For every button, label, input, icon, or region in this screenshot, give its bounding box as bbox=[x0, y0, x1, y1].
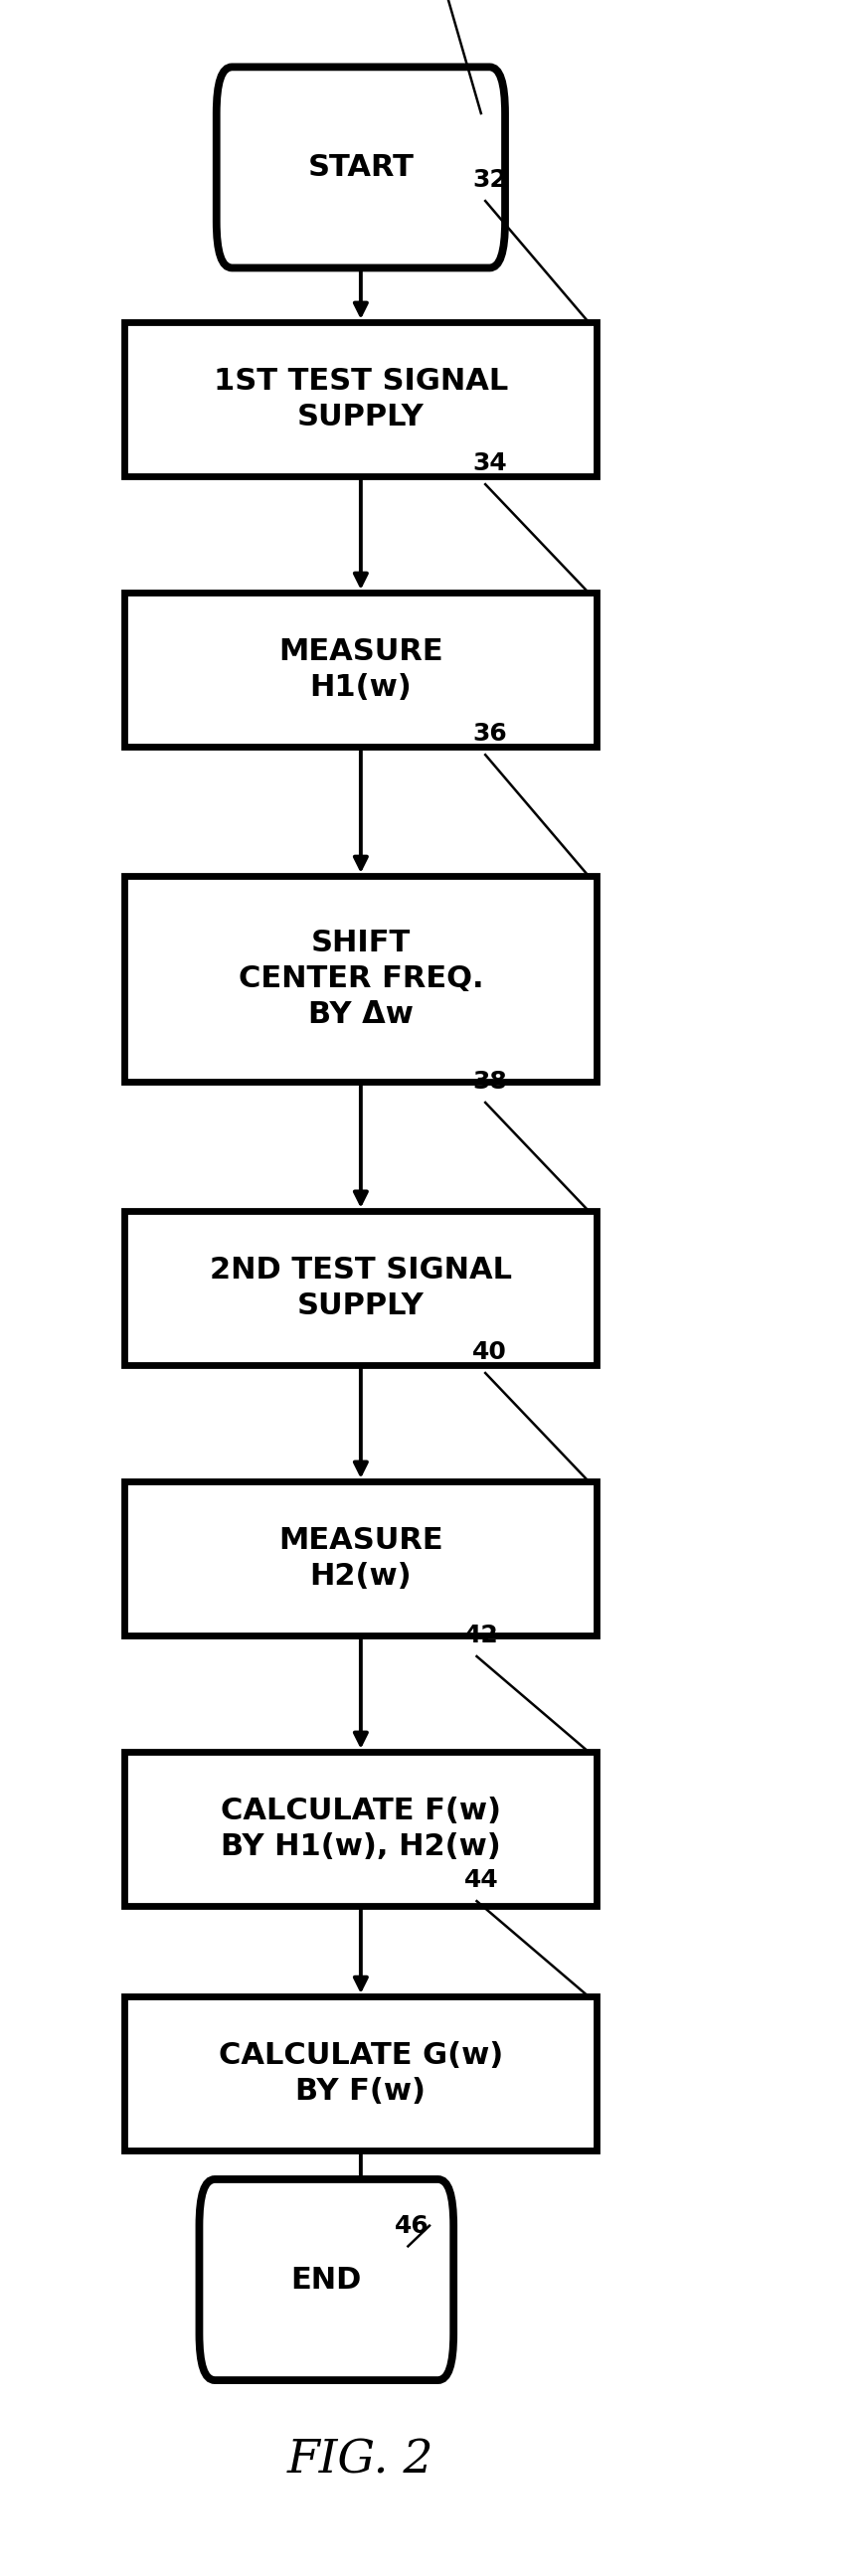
Text: 38: 38 bbox=[472, 1069, 507, 1095]
Text: SHIFT
CENTER FREQ.
BY Δw: SHIFT CENTER FREQ. BY Δw bbox=[238, 930, 484, 1028]
Text: 34: 34 bbox=[472, 451, 507, 477]
Text: 36: 36 bbox=[472, 721, 507, 747]
FancyBboxPatch shape bbox=[216, 67, 505, 268]
Text: 46: 46 bbox=[395, 2213, 430, 2239]
Text: MEASURE
H1(w): MEASURE H1(w) bbox=[278, 636, 443, 703]
Text: CALCULATE F(w)
BY H1(w), H2(w): CALCULATE F(w) BY H1(w), H2(w) bbox=[221, 1795, 501, 1862]
Bar bbox=[125, 1211, 597, 1365]
Text: 1ST TEST SIGNAL
SUPPLY: 1ST TEST SIGNAL SUPPLY bbox=[214, 366, 508, 433]
Bar bbox=[125, 1481, 597, 1636]
Text: 32: 32 bbox=[472, 167, 507, 193]
Text: END: END bbox=[291, 2264, 362, 2295]
Text: 44: 44 bbox=[464, 1868, 498, 1893]
Text: FIG. 2: FIG. 2 bbox=[288, 2437, 434, 2483]
Bar bbox=[125, 1996, 597, 2151]
Text: 40: 40 bbox=[472, 1340, 507, 1365]
Text: CALCULATE G(w)
BY F(w): CALCULATE G(w) BY F(w) bbox=[218, 2040, 503, 2107]
Bar bbox=[125, 1752, 597, 1906]
Bar bbox=[125, 592, 597, 747]
FancyBboxPatch shape bbox=[199, 2179, 454, 2380]
Text: MEASURE
H2(w): MEASURE H2(w) bbox=[278, 1525, 443, 1592]
Text: START: START bbox=[308, 152, 414, 183]
Bar bbox=[125, 322, 597, 477]
Bar bbox=[125, 876, 597, 1082]
Text: 2ND TEST SIGNAL
SUPPLY: 2ND TEST SIGNAL SUPPLY bbox=[210, 1255, 512, 1321]
Text: 42: 42 bbox=[464, 1623, 498, 1649]
